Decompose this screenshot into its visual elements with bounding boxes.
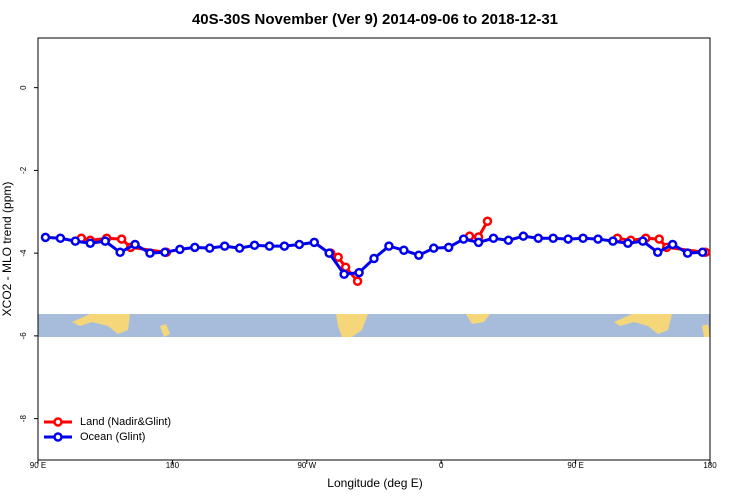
- point: [697, 247, 708, 258]
- point: [354, 267, 364, 278]
- point: [294, 239, 305, 250]
- x-tick-label: 90 E: [567, 461, 583, 470]
- chart-title: 40S-30S November (Ver 9) 2014-09-06 to 2…: [192, 11, 558, 28]
- point: [563, 234, 573, 244]
- point: [160, 247, 170, 258]
- point: [324, 248, 334, 258]
- point: [503, 235, 514, 246]
- point: [414, 250, 424, 260]
- point: [369, 253, 379, 264]
- point: [175, 244, 185, 255]
- point: [116, 234, 127, 244]
- x-tick-label: 180: [703, 461, 717, 470]
- point: [578, 233, 588, 243]
- point: [473, 237, 484, 248]
- x-tick-label: 0: [439, 461, 444, 470]
- point: [234, 243, 245, 253]
- point: [264, 241, 275, 251]
- y-tick-label: -6: [19, 332, 28, 340]
- point: [130, 239, 140, 250]
- point: [339, 269, 349, 279]
- point: [100, 236, 110, 246]
- y-axis-label: XCO2 - MLO trend (ppm): [0, 182, 14, 317]
- point: [70, 236, 81, 246]
- x-axis-label: Longitude (deg E): [327, 476, 422, 490]
- point: [333, 252, 343, 263]
- point: [384, 241, 394, 251]
- legend-label: Ocean (Glint): [80, 431, 145, 443]
- y-tick-label: 0: [19, 85, 28, 90]
- point: [654, 234, 664, 244]
- map-strip: [38, 314, 710, 337]
- point: [593, 234, 603, 244]
- legend-label: Land (Nadir&Glint): [80, 416, 171, 428]
- point: [667, 239, 678, 250]
- point: [533, 233, 544, 243]
- point: [682, 248, 693, 258]
- plot-frame: [37, 37, 711, 461]
- point: [219, 241, 230, 251]
- legend-marker: [53, 432, 63, 442]
- y-tick-label: -2: [19, 166, 28, 174]
- point: [309, 237, 320, 248]
- point: [443, 242, 454, 253]
- legend-marker: [53, 417, 63, 427]
- point: [249, 240, 260, 251]
- point: [55, 233, 66, 243]
- point: [623, 238, 633, 248]
- point: [204, 243, 215, 253]
- point: [399, 245, 409, 255]
- point: [352, 276, 363, 287]
- point: [279, 241, 290, 251]
- point: [458, 234, 469, 244]
- x-tick-label: 90 W: [297, 461, 316, 470]
- y-tick-label: -8: [19, 415, 28, 423]
- point: [85, 238, 96, 248]
- point: [638, 236, 648, 246]
- point: [190, 242, 200, 253]
- series-line: [80, 220, 706, 283]
- point: [548, 233, 558, 243]
- point: [518, 231, 529, 241]
- point: [428, 243, 439, 253]
- point: [488, 233, 499, 243]
- point: [115, 247, 125, 258]
- point: [482, 216, 493, 227]
- point: [652, 247, 663, 258]
- point: [145, 248, 155, 258]
- x-tick-label: 180: [166, 461, 180, 470]
- x-tick-label: 90 E: [30, 461, 46, 470]
- y-tick-label: -4: [19, 249, 28, 257]
- point: [608, 236, 618, 246]
- point: [40, 232, 51, 243]
